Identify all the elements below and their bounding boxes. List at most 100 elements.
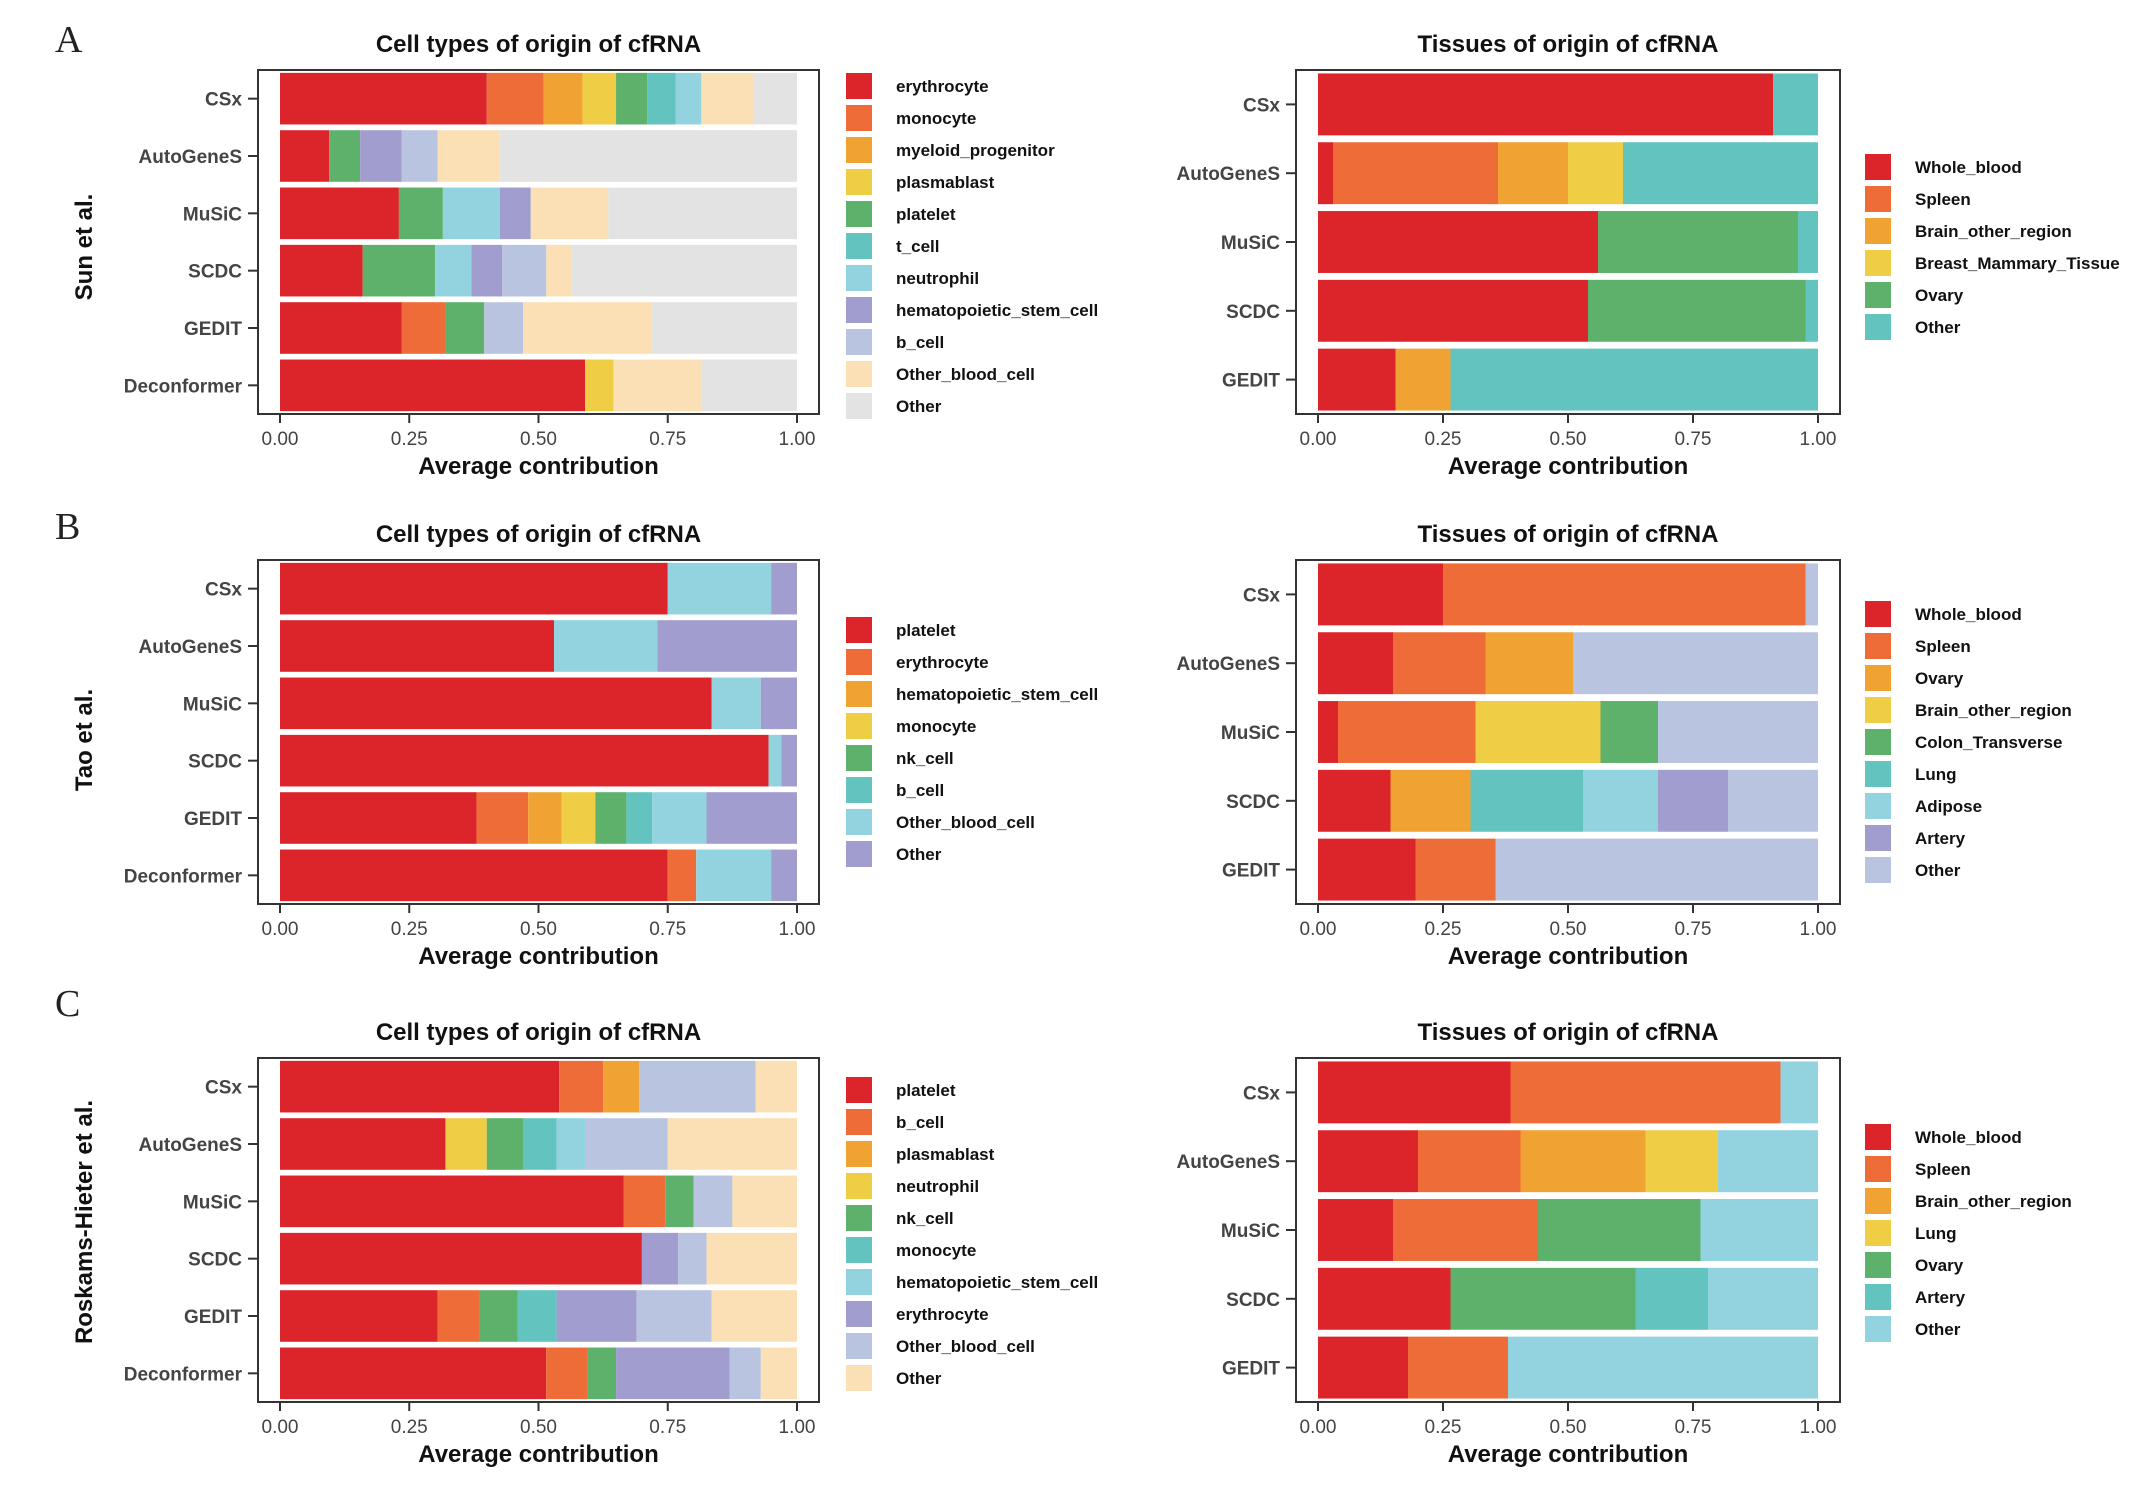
legend-label-lung: Lung <box>1915 1224 1957 1243</box>
bar-csx-other-blood-cell <box>639 1060 756 1113</box>
legend-label-breast-mammary-tissue: Breast_Mammary_Tissue <box>1915 254 2120 273</box>
panel-letter-b: B <box>55 506 81 548</box>
y-tick-label-scdc: SCDC <box>188 752 242 773</box>
legend-swatch-ovary <box>1865 665 1891 691</box>
legend-label-monocyte: monocyte <box>896 717 976 736</box>
y-tick-label-deconformer: Deconformer <box>124 866 243 887</box>
legend-label-ovary: Ovary <box>1915 286 1964 305</box>
legend-swatch-other <box>1865 314 1891 340</box>
bar-csx-other <box>1805 563 1818 626</box>
chart-b-cell-types: Cell types of origin of cfRNA CSx AutoGene… <box>124 521 1098 970</box>
bar-gedit-platelet <box>280 1290 438 1342</box>
bar-autogenes-monocyte <box>522 1118 557 1170</box>
legend-swatch-hematopoietic-stem-cell <box>846 681 872 707</box>
bar-autogenes-erythrocyte <box>280 130 330 182</box>
legend-swatch-ovary <box>1865 1252 1891 1278</box>
legend-swatch-spleen <box>1865 1156 1891 1182</box>
legend-swatch-lung <box>1865 1220 1891 1246</box>
x-tick-label: 0.75 <box>1675 1417 1712 1438</box>
bar-gedit-whole-blood <box>1318 348 1396 411</box>
bar-csx-plasmablast <box>603 1060 640 1113</box>
bar-music-other-blood-cell <box>530 187 609 240</box>
bar-music-nk-cell <box>665 1175 694 1228</box>
y-tick-label-deconformer: Deconformer <box>124 376 243 397</box>
y-tick-label-autogenes: AutoGeneS <box>139 1135 242 1156</box>
bar-gedit-erythrocyte <box>556 1290 637 1342</box>
bar-music-other <box>1658 701 1818 763</box>
x-tick-label: 0.75 <box>649 919 686 940</box>
bar-csx-spleen <box>1510 1061 1781 1124</box>
bar-csx-other <box>771 562 797 615</box>
legend-label-spleen: Spleen <box>1915 637 1971 656</box>
x-tick-label: 1.00 <box>779 1417 816 1438</box>
legend-label-platelet: platelet <box>896 621 956 640</box>
legend-label-other-blood-cell: Other_blood_cell <box>896 813 1035 832</box>
y-tick-label-scdc: SCDC <box>188 262 242 283</box>
bar-scdc-erythrocyte <box>280 244 363 297</box>
bar-deconformer-erythrocyte <box>616 1347 730 1400</box>
bar-deconformer-platelet <box>280 1347 547 1400</box>
y-tick-label-music: MuSiC <box>1221 233 1280 254</box>
y-tick-label-scdc: SCDC <box>188 1250 242 1271</box>
bar-csx-whole-blood <box>1318 73 1773 136</box>
legend-swatch-platelet <box>846 1077 872 1103</box>
chart-a-tissues: Tissues of origin of cfRNA CSx AutoGeneS Mu… <box>1177 31 2120 480</box>
chart-title: Tissues of origin of cfRNA <box>1418 521 1719 548</box>
legend-swatch-other <box>846 841 872 867</box>
bar-scdc-platelet <box>362 244 436 297</box>
legend-label-platelet: platelet <box>896 205 956 224</box>
bar-csx-myeloid-progenitor <box>543 72 583 125</box>
legend-swatch-other <box>846 393 872 419</box>
legend-swatch-monocyte <box>846 713 872 739</box>
bar-scdc-ovary <box>1588 279 1806 342</box>
bar-music-platelet <box>398 187 443 240</box>
bar-gedit-hematopoietic-stem-cell <box>528 792 562 844</box>
legend-swatch-artery <box>1865 1284 1891 1310</box>
bar-deconformer-plasmablast <box>585 359 614 412</box>
bar-gedit-b-cell <box>626 792 653 844</box>
y-tick-label-csx: CSx <box>205 90 242 111</box>
y-tick-label-csx: CSx <box>205 580 242 601</box>
y-tick-label-deconformer: Deconformer <box>124 1364 243 1385</box>
bar-gedit-other <box>1508 1336 1818 1399</box>
bar-scdc-ovary <box>1450 1267 1636 1330</box>
bar-deconformer-erythrocyte <box>280 359 586 412</box>
legend-label-colon-transverse: Colon_Transverse <box>1915 733 2062 752</box>
bar-autogenes-brain-other-region <box>1520 1130 1646 1193</box>
bar-autogenes-other <box>667 1118 797 1170</box>
bar-autogenes-other-blood-cell <box>585 1118 668 1170</box>
legend-swatch-other-blood-cell <box>846 361 872 387</box>
bar-csx-other <box>755 1060 797 1113</box>
bar-gedit-erythrocyte <box>476 792 529 844</box>
y-tick-label-scdc: SCDC <box>1226 302 1280 323</box>
bar-csx-whole-blood <box>1318 563 1443 626</box>
legend-label-brain-other-region: Brain_other_region <box>1915 222 2072 241</box>
y-tick-label-gedit: GEDIT <box>184 809 242 830</box>
bar-deconformer-other-blood-cell <box>696 849 772 902</box>
bar-deconformer-other <box>701 359 797 412</box>
legend-swatch-spleen <box>1865 186 1891 212</box>
bar-deconformer-other <box>771 849 797 902</box>
bar-scdc-artery <box>1635 1267 1708 1330</box>
x-tick-label: 0.25 <box>1425 1417 1462 1438</box>
legend-label-b-cell: b_cell <box>896 333 944 352</box>
legend-label-whole-blood: Whole_blood <box>1915 605 2022 624</box>
panel-letter-c: C <box>55 983 81 1025</box>
legend-swatch-hematopoietic-stem-cell <box>846 1269 872 1295</box>
x-tick-label: 0.00 <box>262 1417 299 1438</box>
x-tick-label: 0.50 <box>1550 1417 1587 1438</box>
legend-label-nk-cell: nk_cell <box>896 749 954 768</box>
bar-scdc-erythrocyte <box>641 1232 679 1285</box>
x-tick-label: 0.50 <box>1550 919 1587 940</box>
bar-music-whole-blood <box>1318 1199 1393 1261</box>
x-axis-label: Average contribution <box>1448 453 1688 480</box>
bar-autogenes-platelet <box>329 130 361 182</box>
legend-swatch-plasmablast <box>846 1141 872 1167</box>
legend-swatch-platelet <box>846 617 872 643</box>
chart-c-cell-types: Cell types of origin of cfRNA CSx AutoGene… <box>124 1019 1098 1468</box>
legend-swatch-monocyte <box>846 1237 872 1263</box>
legend-swatch-t-cell <box>846 233 872 259</box>
bar-music-brain-other-region <box>1475 701 1601 763</box>
bar-csx-erythrocyte <box>280 72 487 125</box>
legend-label-brain-other-region: Brain_other_region <box>1915 1192 2072 1211</box>
